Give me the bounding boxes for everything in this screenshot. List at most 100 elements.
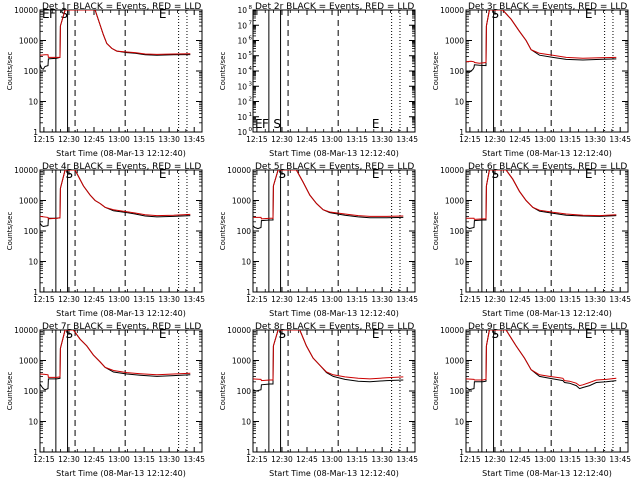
y-tick-label-exponent: 1 xyxy=(249,112,253,118)
event-letter: E xyxy=(42,7,50,21)
y-tick-label: 10000 xyxy=(227,166,251,175)
y-tick-label: 10 xyxy=(237,98,247,107)
y-axis-label: Counts/sec xyxy=(219,372,227,411)
x-axis-label: Start Time (08-Mar-13 12:12:40) xyxy=(56,469,186,478)
event-letter: E xyxy=(159,7,167,21)
x-tick-label: 12:15 xyxy=(459,455,481,464)
y-axis-label: Counts/sec xyxy=(6,372,14,411)
y-tick-label: 10 xyxy=(454,258,464,267)
event-letter: E xyxy=(372,117,380,131)
x-tick-label: 13:00 xyxy=(108,455,130,464)
y-tick-label: 10 xyxy=(241,418,251,427)
y-tick-label: 1 xyxy=(459,128,464,137)
plot-frame xyxy=(252,329,416,453)
x-tick-label: 12:45 xyxy=(509,135,531,144)
y-tick-label: 1000 xyxy=(19,197,38,206)
plot-frame xyxy=(252,169,416,293)
chart-panel-7: Det 7r BLACK = Events, RED = LLD Counts/s… xyxy=(6,322,205,478)
x-tick-label: 13:30 xyxy=(584,135,606,144)
y-tick-label: 1000 xyxy=(445,37,464,46)
y-axis-label: Counts/sec xyxy=(432,212,440,251)
y-tick-label: 10 xyxy=(237,82,247,91)
x-tick-label: 12:30 xyxy=(271,135,293,144)
x-tick-label: 13:30 xyxy=(371,135,393,144)
event-letter: E xyxy=(585,167,593,181)
y-axis-label: Counts/sec xyxy=(219,212,227,251)
x-axis-label: Start Time (08-Mar-13 12:12:40) xyxy=(482,149,612,158)
chart-panel-2: Det 2r BLACK = Events, RED = LLD Counts/s… xyxy=(219,2,418,158)
series-lld-line xyxy=(466,330,617,387)
y-tick-label: 1000 xyxy=(19,37,38,46)
plot-frame xyxy=(465,329,629,453)
y-tick-label: 10000 xyxy=(14,6,38,15)
y-tick-label: 10 xyxy=(28,418,38,427)
series-events-line xyxy=(253,170,404,230)
x-axis-label: Start Time (08-Mar-13 12:12:40) xyxy=(482,469,612,478)
x-tick-label: 13:00 xyxy=(108,295,130,304)
x-axis-label: Start Time (08-Mar-13 12:12:40) xyxy=(269,149,399,158)
y-tick-label: 10 xyxy=(241,258,251,267)
x-axis-label: Start Time (08-Mar-13 12:12:40) xyxy=(56,309,186,318)
x-tick-label: 12:30 xyxy=(484,295,506,304)
y-tick-label: 10000 xyxy=(440,166,464,175)
x-tick-label: 12:15 xyxy=(459,135,481,144)
series-events-line xyxy=(40,10,191,70)
x-tick-label: 13:30 xyxy=(158,135,180,144)
x-tick-label: 12:15 xyxy=(246,135,268,144)
event-letter: E xyxy=(159,327,167,341)
x-tick-label: 12:15 xyxy=(459,295,481,304)
plot-frame xyxy=(39,329,203,453)
x-tick-label: 13:00 xyxy=(534,295,556,304)
y-tick-label: 1 xyxy=(246,288,251,297)
x-tick-label: 13:15 xyxy=(559,455,581,464)
event-letter: S xyxy=(278,167,286,181)
x-tick-label: 13:15 xyxy=(346,295,368,304)
chart-title: Det 7r BLACK = Events, RED = LLD xyxy=(42,322,201,332)
x-tick-label: 13:30 xyxy=(158,295,180,304)
y-tick-label: 1000 xyxy=(19,357,38,366)
y-tick-label: 10000 xyxy=(14,166,38,175)
y-tick-label-exponent: 7 xyxy=(249,20,253,26)
y-axis-label: Counts/sec xyxy=(219,52,227,91)
chart-title: Det 9r BLACK = Events, RED = LLD xyxy=(468,322,627,332)
x-tick-label: 12:30 xyxy=(58,455,80,464)
event-letter: E xyxy=(372,167,380,181)
chart-panel-8: Det 8r BLACK = Events, RED = LLD Counts/s… xyxy=(219,322,418,478)
y-tick-label: 10 xyxy=(237,37,247,46)
event-letter: F xyxy=(49,7,56,21)
y-tick-label: 100 xyxy=(450,387,465,396)
chart-panel-9: Det 9r BLACK = Events, RED = LLD Counts/s… xyxy=(432,322,631,478)
y-tick-label: 1 xyxy=(33,448,38,457)
chart-title: Det 3r BLACK = Events, RED = LLD xyxy=(468,2,627,12)
series-events-line xyxy=(466,330,617,391)
series-lld-line xyxy=(40,170,191,220)
series-lld-line xyxy=(466,170,617,220)
y-tick-label: 10 xyxy=(237,52,247,61)
x-tick-label: 13:45 xyxy=(609,135,631,144)
chart-title: Det 8r BLACK = Events, RED = LLD xyxy=(255,322,414,332)
x-tick-label: 13:00 xyxy=(321,295,343,304)
y-tick-label: 1 xyxy=(33,288,38,297)
plot-frame xyxy=(465,169,629,293)
y-tick-label-exponent: 2 xyxy=(249,97,253,103)
x-tick-label: 12:15 xyxy=(33,455,55,464)
y-tick-label: 100 xyxy=(24,227,39,236)
event-letter: S xyxy=(65,327,73,341)
series-events-line xyxy=(466,170,617,230)
x-tick-label: 13:45 xyxy=(609,295,631,304)
event-letter: S xyxy=(491,7,499,21)
chart-title: Det 2r BLACK = Events, RED = LLD xyxy=(255,2,414,12)
x-tick-label: 13:45 xyxy=(396,295,418,304)
y-tick-label: 100 xyxy=(24,67,39,76)
event-letter: E xyxy=(585,327,593,341)
x-tick-label: 12:45 xyxy=(296,295,318,304)
y-tick-label: 1000 xyxy=(232,197,251,206)
chart-panel-5: Det 5r BLACK = Events, RED = LLD Counts/s… xyxy=(219,162,418,318)
y-tick-label: 100 xyxy=(450,67,465,76)
x-tick-label: 12:45 xyxy=(509,295,531,304)
y-tick-label: 10 xyxy=(237,113,247,122)
y-tick-label-exponent: 4 xyxy=(249,66,253,72)
x-tick-label: 12:45 xyxy=(83,455,105,464)
x-tick-label: 12:30 xyxy=(484,135,506,144)
series-lld-line xyxy=(40,330,191,378)
